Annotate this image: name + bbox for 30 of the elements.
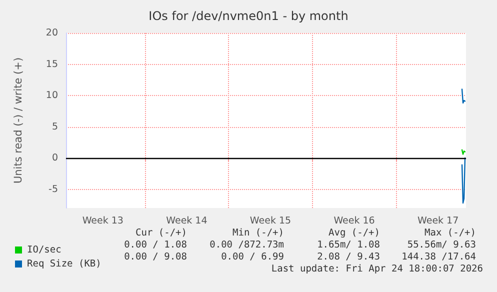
y-tick-label: 20: [46, 28, 58, 38]
text: 1.65m/ 1.08: [317, 240, 380, 250]
x-tick-label: Week 16: [334, 216, 375, 226]
y-axis-title: Units read (-) / write (+): [12, 57, 24, 184]
legend-label: Req Size (KB): [27, 258, 102, 270]
x-tick-label: Week 13: [82, 216, 124, 226]
x-tick-label: Week 14: [166, 216, 208, 226]
text: 55.56m/ 9.63: [407, 240, 476, 250]
text: Last update: Fri Apr 24 18:00:07 2026: [271, 264, 484, 274]
text: Min (-/+): [232, 228, 284, 238]
text: 2.08 / 9.43: [317, 252, 380, 262]
y-tick-label: 15: [46, 58, 58, 70]
y-tick-label: 5: [52, 121, 58, 132]
y-tick-label: -5: [48, 184, 58, 195]
x-tick-label: Week 15: [250, 216, 292, 226]
text: 144.38 /17.64: [402, 252, 476, 262]
chart-title: IOs for /dev/nvme0n1 - by month: [148, 9, 348, 23]
line-series: [461, 157, 466, 204]
legend-label: IO/sec: [27, 244, 62, 256]
line-series: [461, 88, 466, 104]
text: Avg (-/+): [328, 228, 380, 238]
text: Cur (-/+): [136, 228, 187, 238]
text: 0.00 / 9.08: [124, 252, 188, 262]
text: 0.00 / 1.08: [124, 240, 188, 250]
text: Max (-/+): [424, 228, 476, 238]
y-tick-label: 0: [52, 152, 58, 164]
y-tick-label: 10: [46, 90, 58, 101]
text: 0.00 /872.73m: [210, 240, 284, 250]
x-tick-label: Week 17: [418, 216, 459, 226]
text: 0.00 / 6.99: [221, 252, 284, 262]
